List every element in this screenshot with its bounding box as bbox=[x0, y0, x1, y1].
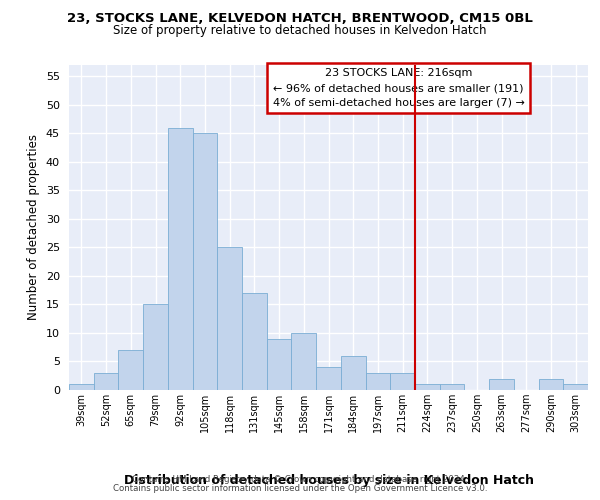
Text: Size of property relative to detached houses in Kelvedon Hatch: Size of property relative to detached ho… bbox=[113, 24, 487, 37]
Bar bbox=[69, 384, 94, 390]
Bar bbox=[118, 350, 143, 390]
Bar bbox=[267, 338, 292, 390]
Bar bbox=[168, 128, 193, 390]
Text: Contains public sector information licensed under the Open Government Licence v3: Contains public sector information licen… bbox=[113, 484, 487, 493]
X-axis label: Distribution of detached houses by size in Kelvedon Hatch: Distribution of detached houses by size … bbox=[124, 474, 533, 487]
Bar bbox=[94, 373, 118, 390]
Bar bbox=[217, 248, 242, 390]
Text: 23 STOCKS LANE: 216sqm
← 96% of detached houses are smaller (191)
4% of semi-det: 23 STOCKS LANE: 216sqm ← 96% of detached… bbox=[272, 68, 524, 108]
Bar bbox=[489, 378, 514, 390]
Bar bbox=[365, 373, 390, 390]
Y-axis label: Number of detached properties: Number of detached properties bbox=[27, 134, 40, 320]
Bar bbox=[440, 384, 464, 390]
Bar bbox=[292, 333, 316, 390]
Bar bbox=[242, 293, 267, 390]
Bar bbox=[390, 373, 415, 390]
Bar bbox=[316, 367, 341, 390]
Bar bbox=[341, 356, 365, 390]
Bar bbox=[563, 384, 588, 390]
Bar bbox=[415, 384, 440, 390]
Text: 23, STOCKS LANE, KELVEDON HATCH, BRENTWOOD, CM15 0BL: 23, STOCKS LANE, KELVEDON HATCH, BRENTWO… bbox=[67, 12, 533, 26]
Text: Contains HM Land Registry data © Crown copyright and database right 2024.: Contains HM Land Registry data © Crown c… bbox=[132, 475, 468, 484]
Bar bbox=[193, 134, 217, 390]
Bar bbox=[143, 304, 168, 390]
Bar bbox=[539, 378, 563, 390]
